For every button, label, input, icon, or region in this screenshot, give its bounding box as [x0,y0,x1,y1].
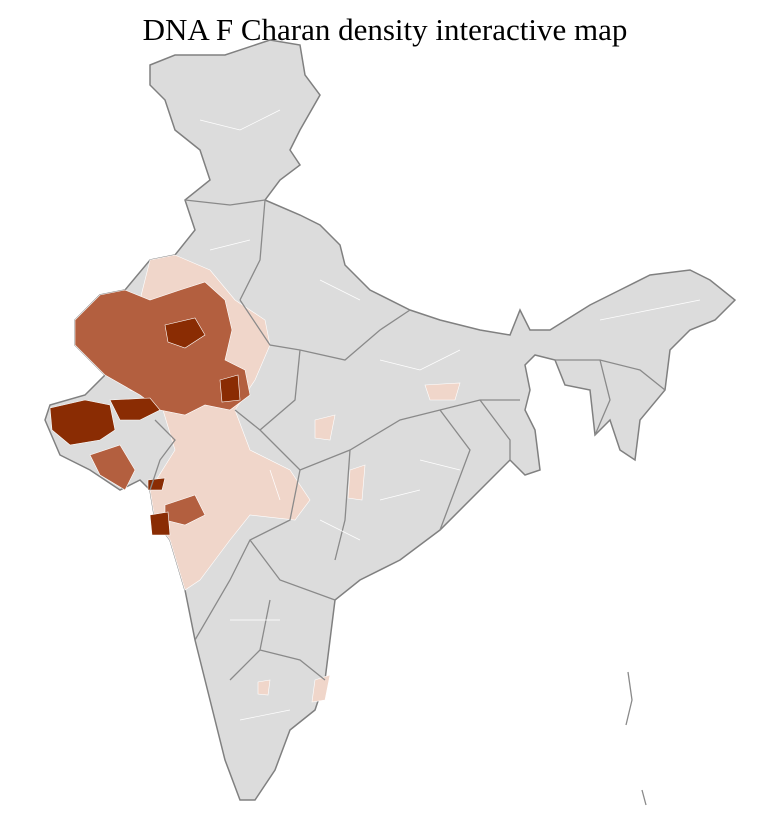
islands [625,671,647,806]
mid-density-region[interactable] [74,281,251,416]
state-border [149,199,666,681]
low-density-region[interactable] [314,414,336,441]
low-density-region[interactable] [257,679,271,696]
district-border [199,109,701,721]
low-density-region[interactable] [311,674,331,703]
high-density-region[interactable] [149,511,171,536]
low-density-region[interactable] [424,382,461,401]
high-density-region[interactable] [49,399,116,446]
mid-density-region[interactable] [89,444,136,491]
high-density-region[interactable] [109,397,161,421]
high-density-region[interactable] [219,374,241,403]
india-outline[interactable] [44,39,737,801]
low-density-region[interactable] [347,464,366,501]
high-density-region[interactable] [147,477,166,491]
high-density-region[interactable] [164,317,206,349]
map-title: DNA F Charan density interactive map [142,12,628,47]
